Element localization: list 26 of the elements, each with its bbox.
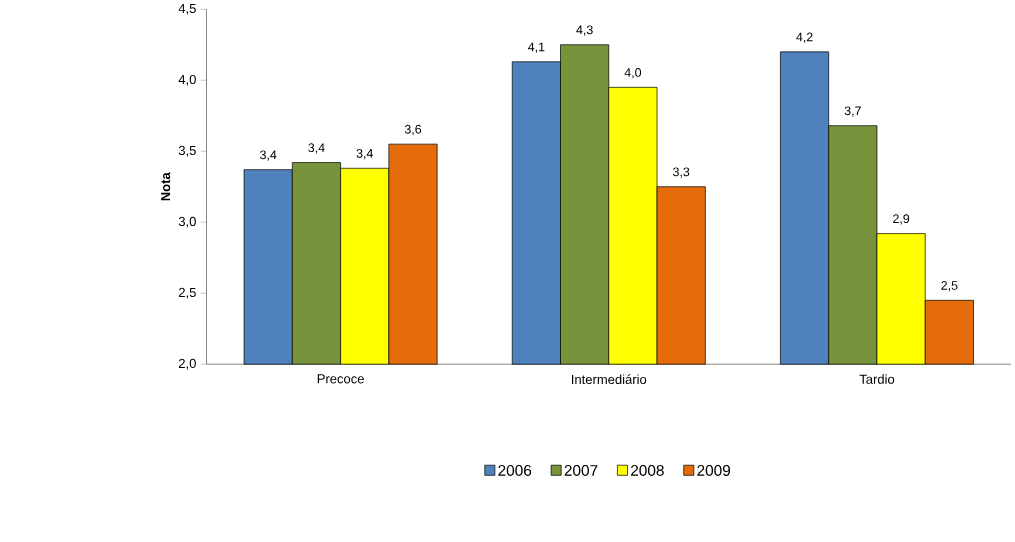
y-tick-label: 4,0 xyxy=(178,75,196,86)
legend-label: 2009 xyxy=(697,465,731,477)
data-label: 3,6 xyxy=(404,125,422,136)
y-tick-label: 3,5 xyxy=(178,146,196,157)
data-label: 2,5 xyxy=(941,281,958,292)
data-label: 2,9 xyxy=(893,214,910,225)
y-axis-title: Nota xyxy=(161,172,171,201)
data-label: 3,4 xyxy=(260,150,277,161)
data-label: 4,3 xyxy=(576,25,593,36)
legend-label: 2008 xyxy=(631,465,664,477)
legend-label: 2007 xyxy=(564,465,598,477)
y-tick-label: 2,0 xyxy=(178,358,196,370)
x-tick-label: Precoce xyxy=(317,374,364,384)
legend-label: 2006 xyxy=(498,465,532,477)
y-tick-label: 4,5 xyxy=(178,4,196,15)
data-label: 4,1 xyxy=(528,42,545,53)
y-tick-label: 3,0 xyxy=(178,217,196,228)
data-label: 4,2 xyxy=(796,32,813,43)
x-tick-label: Tardio xyxy=(859,374,895,385)
data-label: 4,0 xyxy=(624,68,642,79)
data-label: 3,4 xyxy=(356,149,373,160)
y-tick-label: 2,5 xyxy=(178,288,196,299)
data-label: 3,7 xyxy=(844,106,861,117)
x-tick-label: Intermediário xyxy=(572,374,647,385)
data-label: 3,3 xyxy=(673,167,690,178)
data-label: 3,4 xyxy=(308,143,325,154)
